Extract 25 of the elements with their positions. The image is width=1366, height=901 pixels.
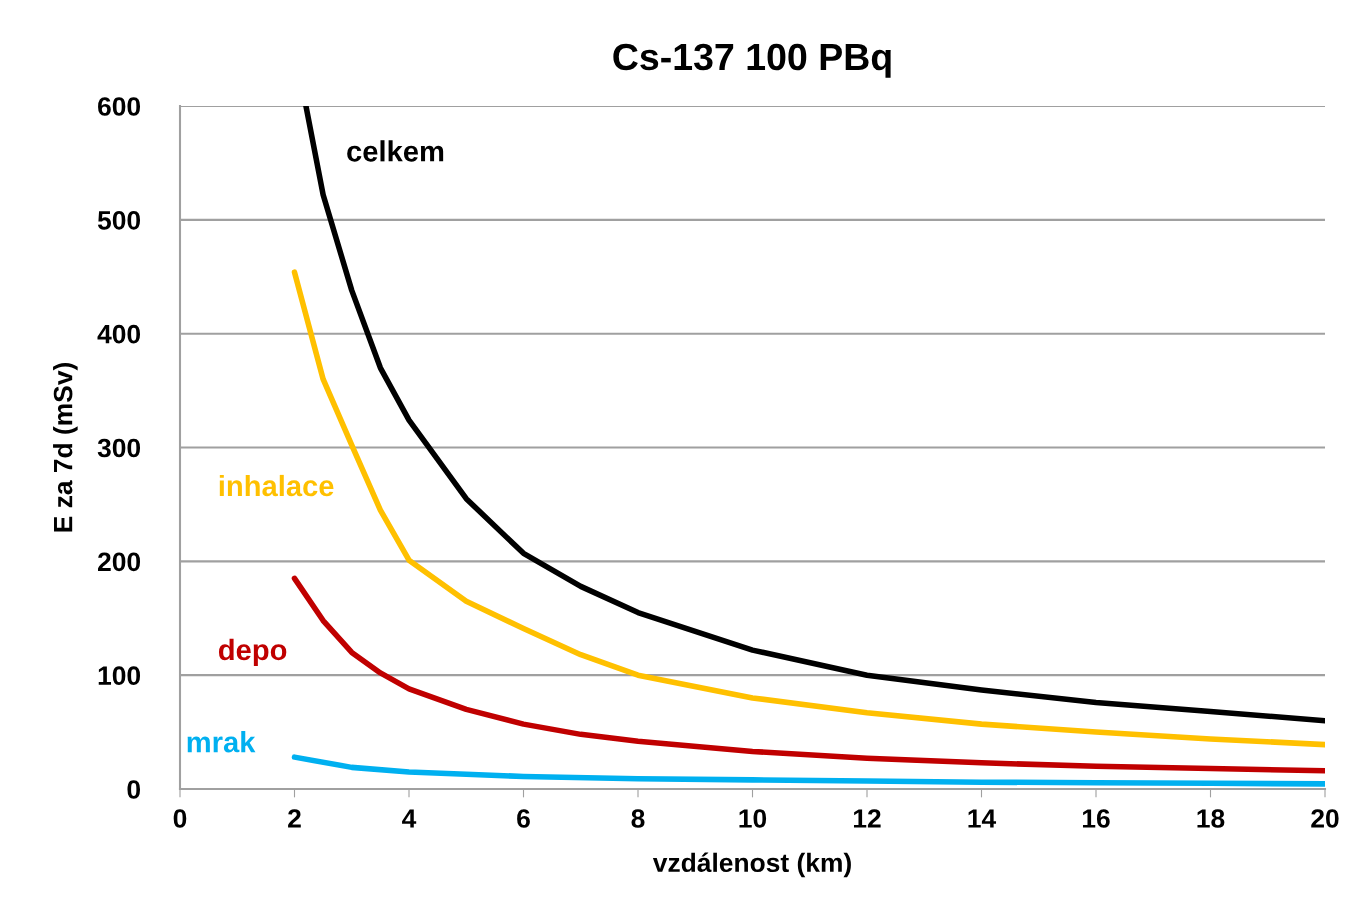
x-tick-label: 16: [1082, 809, 1110, 828]
series-label: depo: [218, 638, 287, 666]
y-tick-label: 100: [98, 666, 141, 685]
x-tick-label: 20: [1311, 809, 1339, 828]
chart-title: Cs-137 100 PBq: [613, 43, 891, 78]
x-tick-label: 14: [968, 809, 997, 828]
series-label: mrak: [187, 731, 256, 753]
series-label: inhalace: [219, 474, 334, 497]
y-tick-label: 0: [127, 780, 141, 799]
x-tick-label: 12: [853, 809, 881, 828]
x-tick-label: 8: [631, 809, 645, 828]
x-tick-label: 4: [402, 809, 417, 828]
y-axis-title: E za 7d (mSv): [53, 363, 78, 532]
y-tick-label: 600: [98, 97, 141, 116]
x-tick-label: 6: [517, 809, 530, 828]
x-tick-label: 18: [1197, 809, 1225, 828]
y-tick-label: 200: [98, 552, 141, 572]
x-axis-title: vzdálenost (km): [652, 852, 851, 878]
series-label: celkem: [347, 140, 444, 162]
x-tick-label: 10: [739, 809, 767, 828]
y-tick-label: 300: [97, 438, 141, 458]
y-tick-label: 400: [97, 324, 141, 344]
y-tick-label: 500: [97, 210, 141, 230]
x-tick-label: 2: [288, 809, 301, 828]
x-tick-label: 0: [173, 809, 187, 828]
